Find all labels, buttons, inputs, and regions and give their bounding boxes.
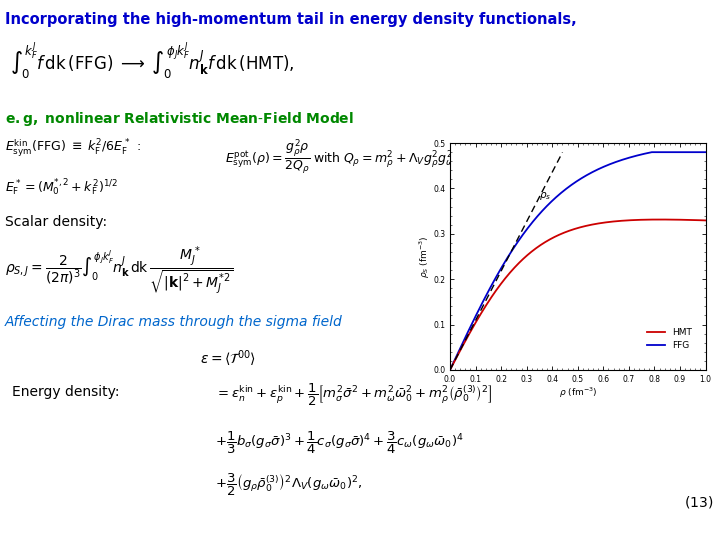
Text: $=\varepsilon_n^{\rm kin} + \varepsilon_p^{\rm kin} + \dfrac{1}{2}\left[m_\sigma: $=\varepsilon_n^{\rm kin} + \varepsilon_… [215,382,492,408]
Text: $\int_0^{k_F^J} f\,\mathrm{dk}\,(\mathrm{FFG}) \;\longrightarrow\; \int_0^{\phi_: $\int_0^{k_F^J} f\,\mathrm{dk}\,(\mathrm… [10,40,294,81]
Text: $E_{\rm sym}^{\rm pot}(\rho) = \dfrac{g_\rho^2 \rho}{2Q_\rho}$$\;{\rm with}\; Q_: $E_{\rm sym}^{\rm pot}(\rho) = \dfrac{g_… [225,138,474,177]
Text: $\rho_s$: $\rho_s$ [539,190,552,201]
Text: $+\dfrac{3}{2}\left(g_\rho\bar{\rho}_0^{(3)}\right)^2 \Lambda_V(g_\omega\bar{\om: $+\dfrac{3}{2}\left(g_\rho\bar{\rho}_0^{… [215,472,362,498]
Text: $E_{\rm sym}^{\rm kin}({\rm FFG}) \;\equiv\; k_{\rm F}^2/6E_{\rm F}^*\; :$: $E_{\rm sym}^{\rm kin}({\rm FFG}) \;\equ… [5,138,141,159]
Text: $E_{\rm F}^* = (M_0^{*,2}+k_{\rm F}^2)^{1/2}$: $E_{\rm F}^* = (M_0^{*,2}+k_{\rm F}^2)^{… [5,178,118,198]
Text: Energy density:: Energy density: [12,385,120,399]
Text: $\varepsilon = \langle \mathcal{T}^{00} \rangle$: $\varepsilon = \langle \mathcal{T}^{00} … [200,348,256,369]
Text: Affecting the Dirac mass through the sigma field: Affecting the Dirac mass through the sig… [5,315,343,329]
Text: $\mathbf{e.g,\ nonlinear\ Relativistic\ Mean\text{-}Field\ Model}$: $\mathbf{e.g,\ nonlinear\ Relativistic\ … [5,110,354,128]
Text: $\rho_{S,J} = \dfrac{2}{(2\pi)^3} \int_0^{\phi_J k_F^J} n_{\bf k}^J\,\mathrm{dk}: $\rho_{S,J} = \dfrac{2}{(2\pi)^3} \int_0… [5,245,234,297]
Text: Scalar density:: Scalar density: [5,215,107,229]
Text: $(13)$: $(13)$ [684,494,713,510]
Text: $+\dfrac{1}{3}b_\sigma(g_\sigma\bar{\sigma})^3 + \dfrac{1}{4}c_\sigma(g_\sigma\b: $+\dfrac{1}{3}b_\sigma(g_\sigma\bar{\sig… [215,430,464,456]
Text: Incorporating the high-momentum tail in energy density functionals,: Incorporating the high-momentum tail in … [5,12,577,27]
X-axis label: $\rho$ (fm$^{-3}$): $\rho$ (fm$^{-3}$) [559,385,597,400]
Legend: HMT, FFG: HMT, FFG [644,325,696,354]
Y-axis label: $\rho_S$ (fm$^{-3}$): $\rho_S$ (fm$^{-3}$) [417,235,431,278]
